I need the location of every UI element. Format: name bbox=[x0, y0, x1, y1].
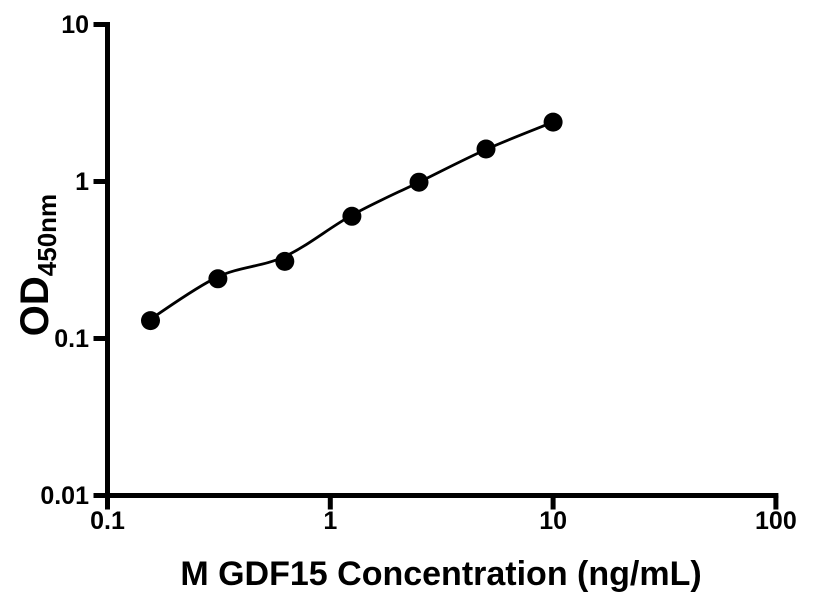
data-point-marker bbox=[476, 139, 496, 159]
x-tick-label-1: 1 bbox=[323, 507, 338, 535]
data-point-marker bbox=[208, 269, 228, 289]
x-tick-label-100: 100 bbox=[755, 507, 797, 535]
x-tick-label-0.1: 0.1 bbox=[90, 507, 125, 535]
y-axis-title-subscript: 450nm bbox=[32, 193, 62, 277]
y-tick-label-0.1: 0.1 bbox=[54, 324, 89, 353]
data-point-marker bbox=[275, 251, 295, 271]
x-axis-title: M GDF15 Concentration (ng/mL) bbox=[180, 555, 702, 593]
y-tick-label-10: 10 bbox=[61, 10, 89, 39]
data-point-marker bbox=[342, 206, 362, 226]
y-axis-title: OD450nm bbox=[3, 145, 67, 385]
data-point-marker bbox=[409, 172, 429, 192]
y-tick-label-1: 1 bbox=[75, 167, 89, 196]
y-axis-title-main: OD bbox=[13, 276, 57, 337]
data-point-marker bbox=[543, 112, 563, 132]
x-tick-label-10: 10 bbox=[539, 507, 567, 535]
y-tick-label-0.01: 0.01 bbox=[40, 481, 89, 510]
data-point-marker bbox=[141, 311, 160, 331]
